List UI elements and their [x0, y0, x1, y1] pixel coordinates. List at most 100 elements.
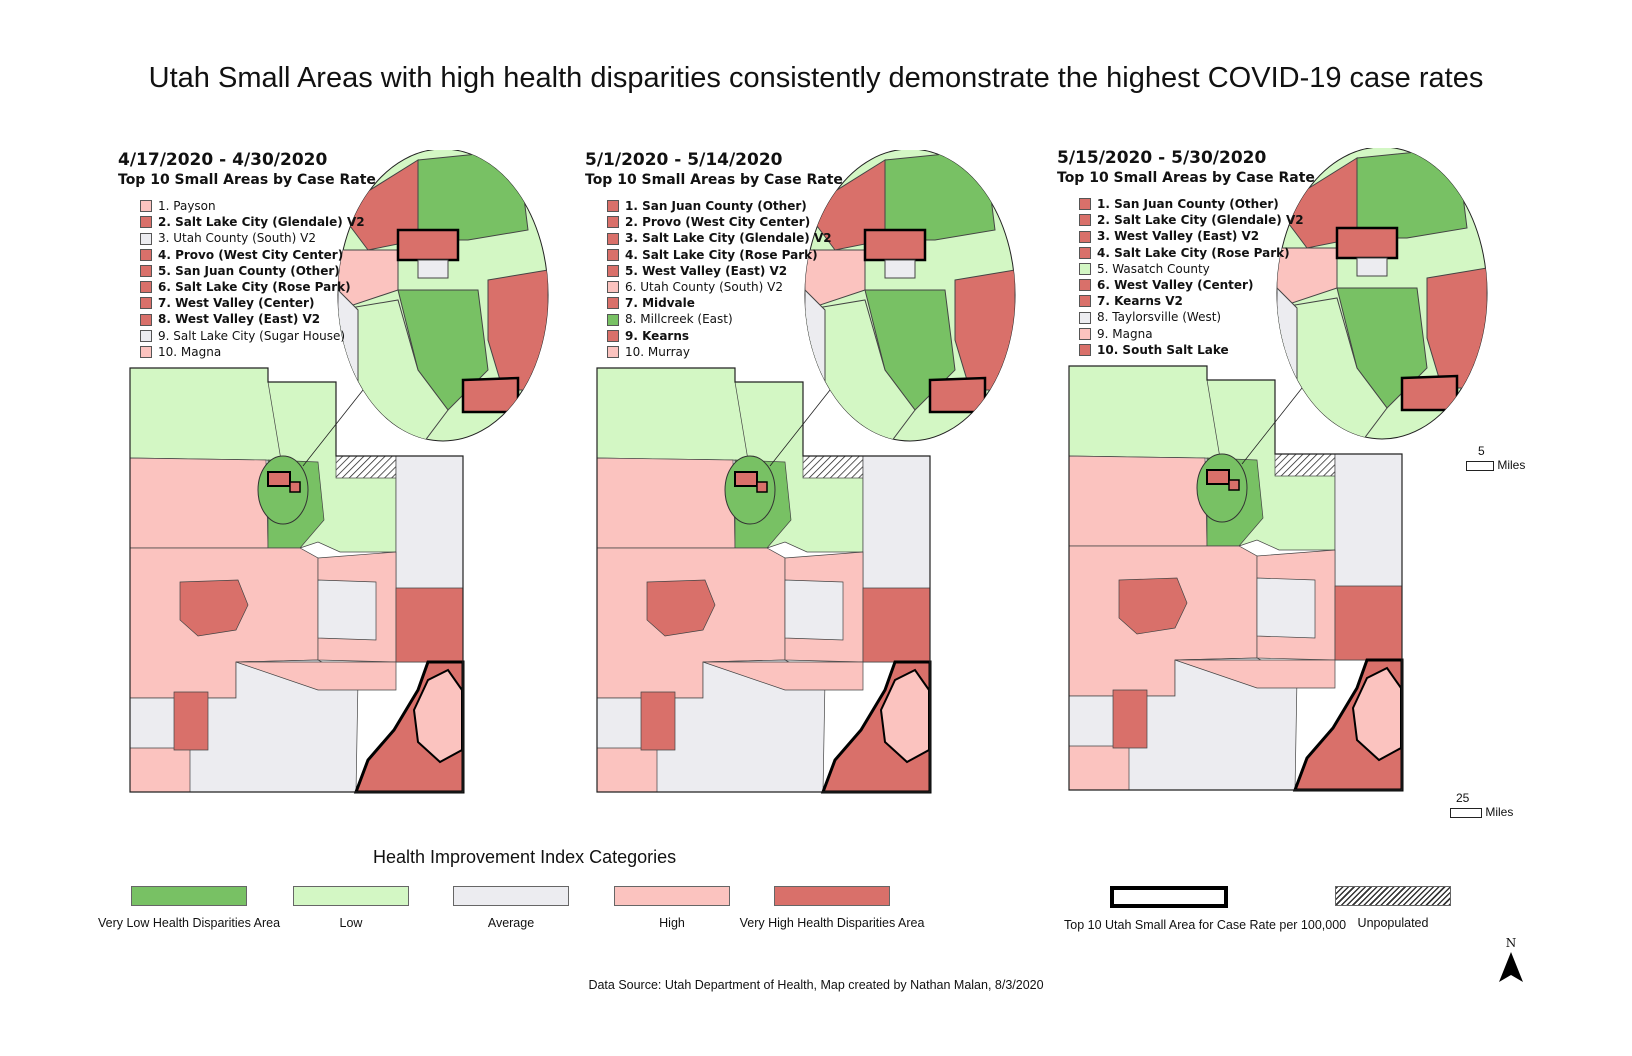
category-swatch [140, 297, 152, 310]
inset-detail [805, 150, 1015, 441]
top10-item-label: 10. Murray [625, 344, 690, 359]
inset-area-central [417, 259, 449, 279]
inset-area-northeast [884, 150, 996, 241]
legend-label: Top 10 Utah Small Area for Case Rate per… [1064, 918, 1347, 932]
legend-top10: Top 10 Utah Small Area for Case Rate per… [1064, 886, 1347, 932]
region-garfield [235, 661, 397, 691]
region-cedar-city [173, 691, 209, 751]
category-swatch [1079, 279, 1091, 292]
category-swatch [607, 297, 619, 310]
top10-list-item: 2. Salt Lake City (Glendale) V2 [140, 214, 365, 230]
category-swatch [607, 281, 619, 294]
top10-item-label: 6. Salt Lake City (Rose Park) [158, 280, 351, 295]
legend-high: High [577, 886, 767, 930]
urban-top10-cluster [267, 471, 291, 487]
top10-list-item: 10. Magna [140, 344, 365, 360]
category-swatch [1079, 246, 1091, 259]
legend-label: Average [487, 916, 535, 930]
main-scale-unit: Miles [1485, 805, 1514, 819]
category-swatch [140, 345, 152, 358]
legend-label: Very Low Health Disparities Area [97, 916, 281, 930]
category-swatch [1079, 343, 1091, 356]
top10-list-item: 8. Millcreek (East) [607, 311, 832, 327]
legend-label: High [659, 916, 685, 930]
north-label: N [1505, 936, 1517, 950]
legend-swatch-very-high [774, 886, 890, 906]
north-arrow-icon [1499, 952, 1523, 982]
legend-swatch-low [293, 886, 409, 906]
inset-top10-area [928, 376, 987, 414]
top10-item-label: 1. Payson [158, 199, 216, 213]
top10-list-item: 9. Magna [1079, 326, 1304, 342]
legend-very-low: Very Low Health Disparities Area [94, 886, 284, 930]
top10-item-label: 4. Provo (West City Center) [158, 247, 344, 262]
period-label: 5/15/2020 - 5/30/2020 [1057, 148, 1267, 168]
top10-list-item: 8. Taylorsville (West) [1079, 309, 1304, 325]
inset-top10-area [1400, 374, 1459, 412]
utah-map-1 [129, 150, 549, 794]
top10-item-label: 2. Salt Lake City (Glendale) V2 [1097, 213, 1304, 228]
top10-list: 1. San Juan County (Other) 2. Provo (West… [607, 198, 832, 360]
urban-top10-cluster [1228, 479, 1240, 491]
top10-list-item: 10. South Salt Lake [1079, 342, 1304, 358]
top10-list-item: 2. Salt Lake City (Glendale) V2 [1079, 212, 1304, 228]
region-tooele [1068, 455, 1208, 547]
category-swatch [607, 313, 619, 326]
region-cedar-city [1112, 689, 1148, 749]
region-emery [1256, 577, 1316, 639]
panel-period-2: 5/1/2020 - 5/14/2020 Top 10 Small Areas … [585, 150, 1105, 830]
region-delta [1118, 577, 1188, 635]
top10-item-label: 10. Magna [158, 344, 222, 359]
data-source: Data Source: Utah Department of Health, … [588, 978, 1044, 992]
region-emery [784, 579, 844, 641]
legend-label: Unpopulated [1357, 916, 1429, 930]
top10-item-label: 8. Millcreek (East) [625, 312, 733, 327]
category-swatch [607, 264, 619, 277]
category-swatch [140, 329, 152, 342]
inset-detail [338, 150, 548, 441]
category-swatch [140, 281, 152, 294]
inset-top10-area [1335, 226, 1399, 260]
top10-list-item: 7. West Valley (Center) [140, 295, 365, 311]
inset-top10-area [461, 376, 520, 414]
category-swatch [140, 313, 152, 326]
main-scalebar: 25 Miles [1450, 791, 1513, 819]
legend-label: Low [339, 916, 363, 930]
category-swatch [140, 216, 152, 229]
legend-very-high: Very High Health Disparities Area [737, 886, 927, 930]
top10-list-item: 9. Salt Lake City (Sugar House) [140, 328, 365, 344]
top10-item-label: 9. Kearns [625, 328, 690, 343]
inset-area-central [884, 259, 916, 279]
region-unpopulated [802, 455, 864, 479]
top10-list-item: 6. Salt Lake City (Rose Park) [140, 279, 365, 295]
top10-list-item: 4. Salt Lake City (Rose Park) [1079, 245, 1304, 261]
top10-list-item: 7. Kearns V2 [1079, 293, 1304, 309]
inset-detail [1277, 148, 1487, 439]
top10-item-label: 4. Salt Lake City (Rose Park) [625, 247, 818, 262]
category-swatch [140, 248, 152, 261]
legend-swatch-high [614, 886, 730, 906]
top10-list-item: 6. Utah County (South) V2 [607, 279, 832, 295]
top10-item-label: 9. Salt Lake City (Sugar House) [158, 328, 346, 343]
urban-top10-cluster [289, 481, 301, 493]
inset-scalebar: 5 Miles [1466, 444, 1525, 472]
panel-period-1: 4/17/2020 - 4/30/2020 Top 10 Small Areas… [118, 150, 638, 830]
top10-item-label: 2. Provo (West City Center) [625, 215, 811, 230]
region-unpopulated [1274, 453, 1336, 477]
top10-list: 1. Payson 2. Salt Lake City (Glendale) V2… [140, 198, 365, 360]
top10-list-item: 5. West Valley (East) V2 [607, 263, 832, 279]
top10-list-item: 9. Kearns [607, 328, 832, 344]
legend-swatch-unpopulated [1335, 886, 1451, 906]
urban-top10-cluster [756, 481, 768, 493]
top10-item-label: 3. West Valley (East) V2 [1097, 229, 1260, 244]
utah-map-3 [1068, 148, 1488, 792]
inset-leader-line [1241, 387, 1303, 465]
top10-list-item: 1. Payson [140, 198, 365, 214]
region-garfield [1174, 659, 1336, 689]
region-delta [646, 579, 716, 637]
panel-period-3: 5/15/2020 - 5/30/2020 Top 10 Small Areas… [1057, 148, 1577, 828]
top10-item-label: 3. Utah County (South) V2 [158, 231, 316, 246]
top10-list-item: 2. Provo (West City Center) [607, 214, 832, 230]
urban-top10-cluster [734, 471, 758, 487]
category-swatch [607, 345, 619, 358]
